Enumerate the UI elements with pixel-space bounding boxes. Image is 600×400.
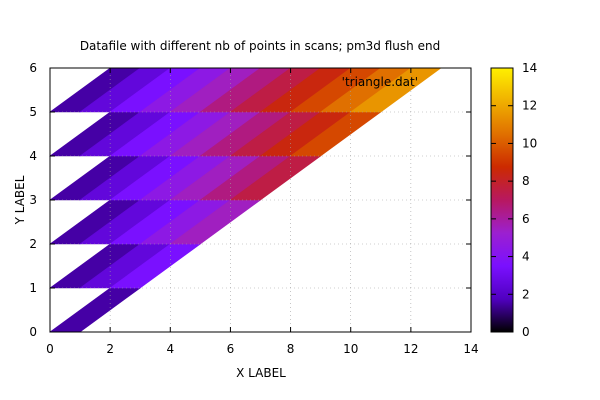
x-tick-label: 4: [166, 342, 174, 356]
y-tick-label: 6: [29, 61, 37, 75]
x-tick-label: 6: [227, 342, 235, 356]
x-tick-label: 2: [106, 342, 114, 356]
colorbar-tick-label: 14: [522, 61, 537, 75]
y-tick-label: 0: [29, 325, 37, 339]
x-tick-label: 0: [46, 342, 54, 356]
colorbar-tick-label: 2: [522, 287, 530, 301]
colorbar-tick-label: 0: [522, 325, 530, 339]
y-tick-label: 4: [29, 149, 37, 163]
y-tick-label: 2: [29, 237, 37, 251]
colorbar-tick-label: 6: [522, 212, 530, 226]
x-axis-ticks: 0 2 4 6 8 10 12 14: [46, 68, 479, 356]
x-tick-label: 8: [287, 342, 295, 356]
colorbar-tick-label: 4: [522, 250, 530, 264]
x-tick-label: 14: [463, 342, 478, 356]
x-axis-label: X LABEL: [236, 366, 286, 380]
colorbar: [490, 67, 514, 333]
x-tick-label: 10: [343, 342, 358, 356]
colorbar-tick-label: 8: [522, 174, 530, 188]
chart-title: Datafile with different nb of points in …: [80, 39, 440, 53]
y-tick-label: 3: [29, 193, 37, 207]
y-tick-label: 1: [29, 281, 37, 295]
colorbar-tick-label: 10: [522, 136, 537, 150]
pm3d-surface: [49, 67, 442, 333]
colorbar-ticks: 0 2 4 6 8 10 12 14: [491, 61, 537, 339]
y-tick-label: 5: [29, 105, 37, 119]
legend-label: 'triangle.dat': [342, 75, 418, 89]
pm3d-cell: [49, 287, 142, 333]
x-tick-label: 12: [403, 342, 418, 356]
colorbar-tick-label: 12: [522, 99, 537, 113]
grid-lines: [50, 68, 471, 332]
y-axis-label: Y LABEL: [13, 175, 27, 225]
y-axis-ticks: 0 1 2 3 4 5 6: [29, 61, 471, 339]
